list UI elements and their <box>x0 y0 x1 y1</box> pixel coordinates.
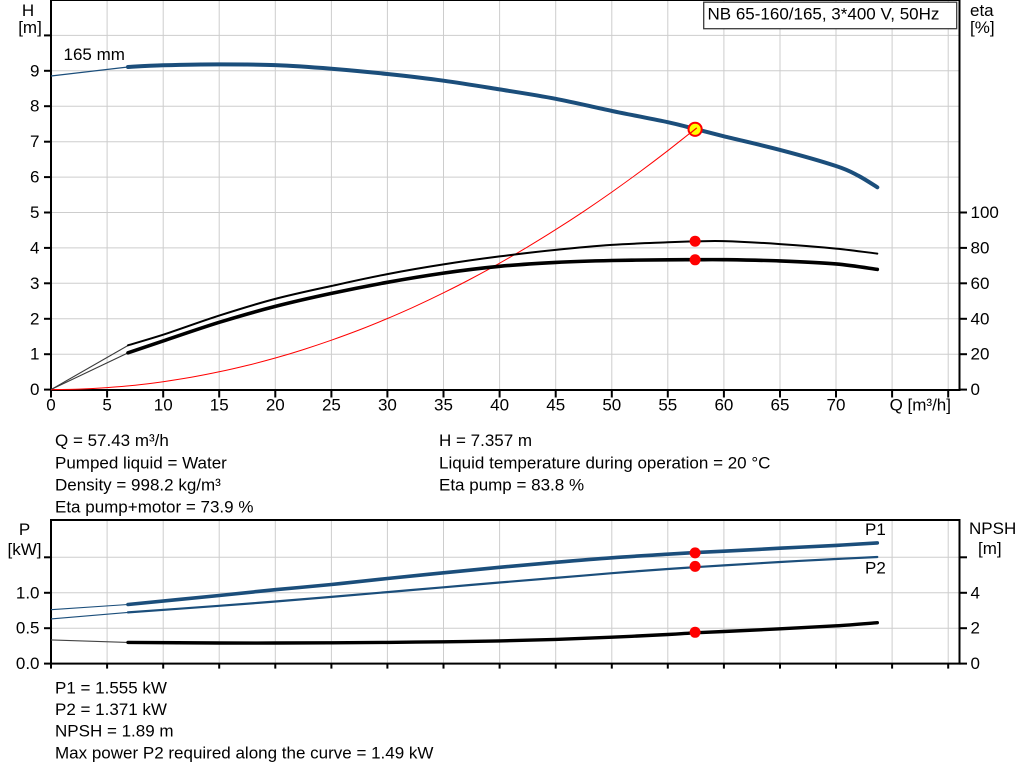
svg-text:50: 50 <box>602 396 621 415</box>
svg-text:10: 10 <box>154 396 173 415</box>
svg-text:35: 35 <box>434 396 453 415</box>
svg-text:8: 8 <box>30 97 39 116</box>
svg-text:2: 2 <box>971 619 980 638</box>
svg-text:15: 15 <box>210 396 229 415</box>
svg-text:165 mm: 165 mm <box>64 45 125 64</box>
svg-text:Q [m³/h]: Q [m³/h] <box>890 396 951 415</box>
svg-text:60: 60 <box>714 396 733 415</box>
svg-text:0: 0 <box>971 380 980 399</box>
svg-text:4: 4 <box>971 583 980 602</box>
svg-text:80: 80 <box>971 238 990 257</box>
svg-text:0.5: 0.5 <box>16 619 40 638</box>
svg-text:60: 60 <box>971 274 990 293</box>
svg-text:[%]: [%] <box>970 18 995 37</box>
svg-text:55: 55 <box>658 396 677 415</box>
svg-text:45: 45 <box>546 396 565 415</box>
svg-text:[m]: [m] <box>18 18 42 37</box>
svg-text:Eta pump+motor = 73.9 %: Eta pump+motor = 73.9 % <box>55 498 253 517</box>
svg-text:40: 40 <box>490 396 509 415</box>
svg-text:P2 = 1.371 kW: P2 = 1.371 kW <box>55 700 167 719</box>
svg-text:NPSH = 1.89 m: NPSH = 1.89 m <box>55 722 174 741</box>
svg-text:H = 7.357 m: H = 7.357 m <box>439 431 532 450</box>
svg-text:30: 30 <box>378 396 397 415</box>
svg-text:100: 100 <box>971 203 999 222</box>
svg-text:20: 20 <box>266 396 285 415</box>
svg-text:3: 3 <box>30 274 39 293</box>
svg-text:0.0: 0.0 <box>16 654 40 673</box>
svg-text:Max power P2 required along th: Max power P2 required along the curve = … <box>55 743 433 762</box>
svg-text:H: H <box>22 1 34 20</box>
svg-text:0: 0 <box>971 654 980 673</box>
svg-text:Liquid temperature during oper: Liquid temperature during operation = 20… <box>439 453 770 472</box>
svg-text:1.0: 1.0 <box>16 583 40 602</box>
svg-text:Density = 998.2 kg/m³: Density = 998.2 kg/m³ <box>55 475 221 494</box>
svg-text:Pumped liquid = Water: Pumped liquid = Water <box>55 453 227 472</box>
svg-text:65: 65 <box>771 396 790 415</box>
svg-text:6: 6 <box>30 168 39 187</box>
svg-text:[m]: [m] <box>978 539 1002 558</box>
svg-text:1: 1 <box>30 345 39 364</box>
svg-text:0: 0 <box>30 380 39 399</box>
svg-text:25: 25 <box>322 396 341 415</box>
svg-text:NB 65-160/165, 3*400 V, 50Hz: NB 65-160/165, 3*400 V, 50Hz <box>708 5 940 24</box>
svg-text:Q = 57.43 m³/h: Q = 57.43 m³/h <box>55 431 169 450</box>
svg-text:20: 20 <box>971 345 990 364</box>
svg-text:NPSH: NPSH <box>969 519 1016 538</box>
svg-text:70: 70 <box>827 396 846 415</box>
svg-text:P2: P2 <box>865 559 886 578</box>
svg-text:Eta pump = 83.8 %: Eta pump = 83.8 % <box>439 475 584 494</box>
svg-text:P1: P1 <box>865 520 886 539</box>
svg-text:P1 = 1.555 kW: P1 = 1.555 kW <box>55 678 167 697</box>
svg-text:5: 5 <box>30 203 39 222</box>
svg-text:5: 5 <box>102 396 111 415</box>
svg-text:40: 40 <box>971 309 990 328</box>
svg-text:[kW]: [kW] <box>8 540 42 559</box>
svg-text:eta: eta <box>970 1 994 20</box>
svg-text:P: P <box>19 520 30 539</box>
svg-text:4: 4 <box>30 238 39 257</box>
svg-text:9: 9 <box>30 61 39 80</box>
svg-text:0: 0 <box>46 396 55 415</box>
svg-text:2: 2 <box>30 309 39 328</box>
svg-text:7: 7 <box>30 132 39 151</box>
